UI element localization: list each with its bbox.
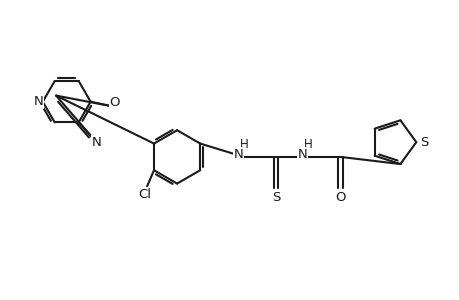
Text: H: H	[303, 137, 312, 151]
Text: H: H	[239, 137, 248, 151]
Text: O: O	[335, 191, 345, 204]
Text: O: O	[109, 97, 120, 110]
Text: N: N	[297, 148, 307, 161]
Text: Cl: Cl	[138, 188, 151, 201]
Text: S: S	[420, 136, 428, 149]
Text: S: S	[271, 191, 280, 204]
Text: N: N	[92, 136, 101, 149]
Text: N: N	[33, 95, 43, 108]
Text: N: N	[233, 148, 243, 161]
